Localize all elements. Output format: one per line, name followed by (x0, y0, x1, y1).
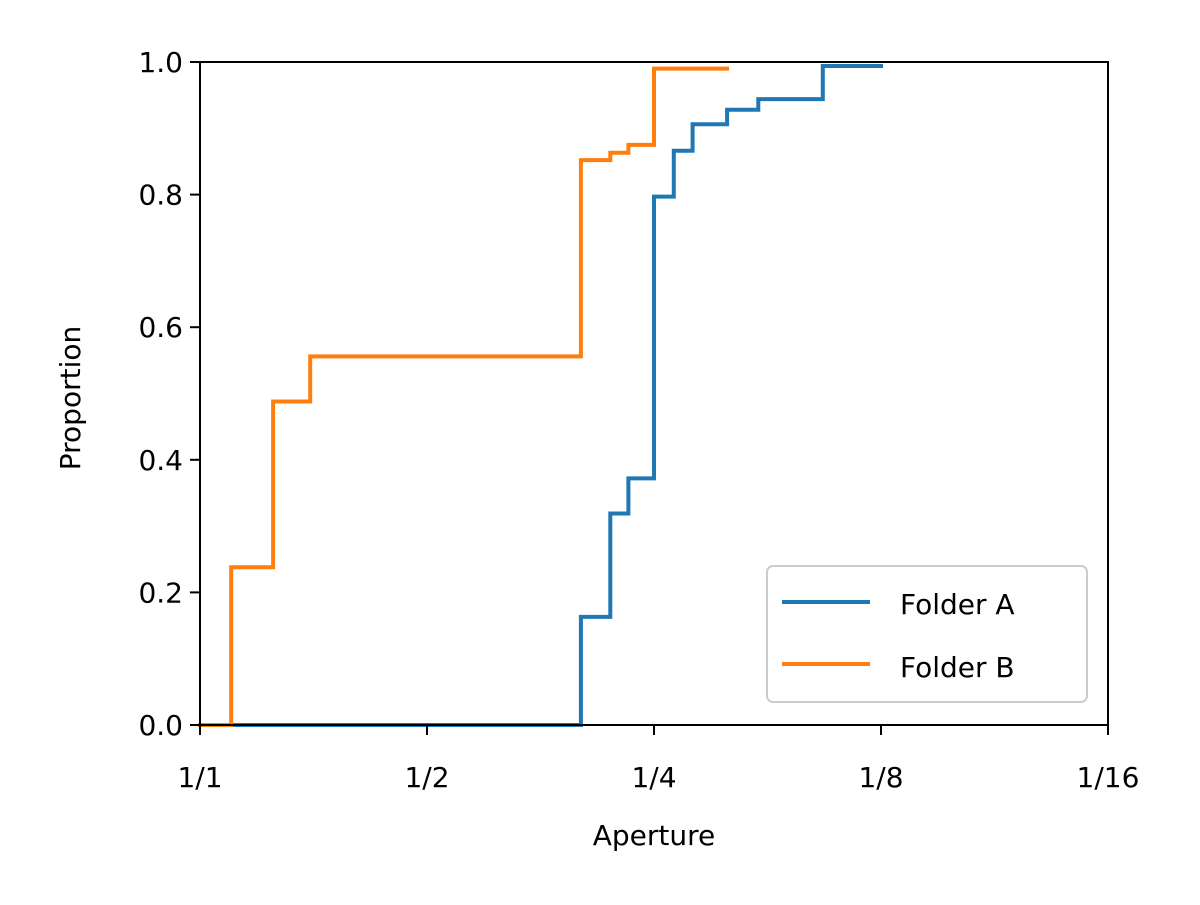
x-axis: 1/1 1/2 1/4 1/8 1/16 (177, 725, 1139, 794)
y-axis: 0.0 0.2 0.4 0.6 0.8 1.0 (138, 46, 200, 742)
y-tick-label: 0.8 (138, 179, 183, 212)
x-tick-label: 1/1 (177, 761, 222, 794)
legend: Folder A Folder B (766, 565, 1088, 703)
legend-label-folder-a: Folder A (900, 588, 1015, 621)
y-tick-label: 0.0 (138, 709, 183, 742)
x-axis-label: Aperture (593, 819, 716, 852)
x-tick-label: 1/2 (404, 761, 449, 794)
y-axis-label: Proportion (54, 326, 87, 470)
y-tick-label: 0.2 (138, 576, 183, 609)
y-tick-label: 1.0 (138, 46, 183, 79)
x-tick-label: 1/16 (1077, 761, 1140, 794)
series-line-folder-b (198, 66, 730, 727)
series-layer (198, 64, 883, 727)
legend-label-folder-b: Folder B (900, 651, 1015, 684)
x-tick-label: 1/4 (631, 761, 676, 794)
y-tick-label: 0.4 (138, 444, 183, 477)
y-tick-label: 0.6 (138, 311, 183, 344)
x-tick-label: 1/8 (858, 761, 903, 794)
series-line-folder-a (198, 64, 883, 727)
